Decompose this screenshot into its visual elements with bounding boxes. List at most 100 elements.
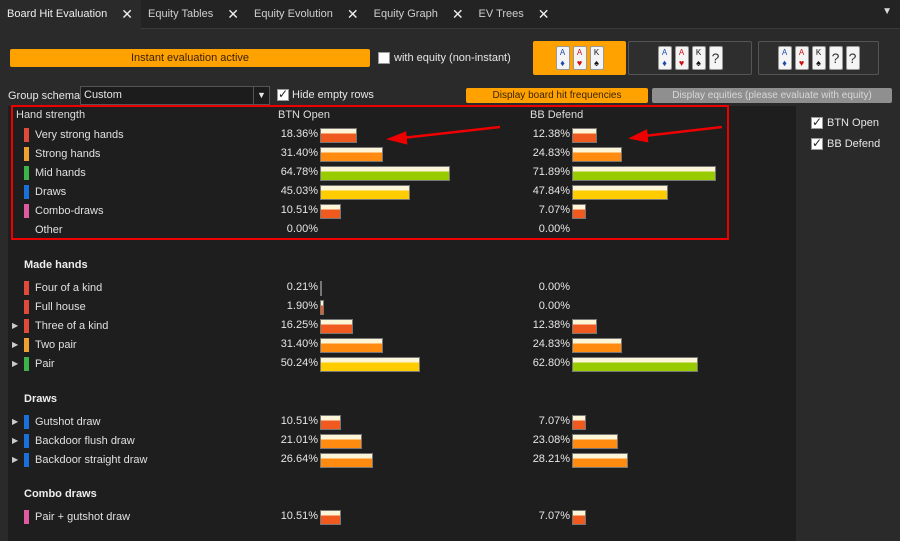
- btn-percentage: 50.24%: [280, 357, 318, 369]
- legend-label: BB Defend: [827, 138, 881, 150]
- group-schema-label: Group schema:: [8, 90, 84, 102]
- card: ?: [708, 46, 723, 70]
- tab-board-hit-evaluation[interactable]: Board Hit Evaluation ✕: [0, 0, 142, 29]
- board-street-button-river[interactable]: A ♦ A ♥ K ♠??: [758, 41, 879, 75]
- row-label: Three of a kind: [35, 320, 109, 332]
- column-header-btn-open: BTN Open: [278, 109, 330, 121]
- card: A ♦: [555, 46, 570, 70]
- category-color-marker: [24, 453, 29, 467]
- expand-arrow-icon[interactable]: ▶: [12, 321, 19, 330]
- board-street-button-turn[interactable]: A ♦ A ♥ K ♠?: [628, 41, 752, 75]
- btn-percentage: 45.03%: [280, 185, 318, 197]
- row-label: Very strong hands: [35, 129, 124, 141]
- hide-empty-rows-checkbox[interactable]: [277, 87, 289, 101]
- tab-label: EV Trees: [478, 8, 524, 20]
- btn-frequency-bar: [320, 147, 383, 162]
- instant-evaluation-button[interactable]: Instant evaluation active: [10, 49, 370, 67]
- with-equity-checkbox[interactable]: [378, 52, 390, 64]
- close-icon[interactable]: ✕: [537, 6, 550, 22]
- column-header-hand-strength: Hand strength: [16, 109, 86, 121]
- card-suit: ♦: [560, 58, 565, 68]
- expand-arrow-icon[interactable]: ▶: [12, 417, 19, 426]
- btn-frequency-bar: [320, 319, 353, 334]
- btn-percentage: 0.00%: [286, 223, 318, 235]
- card-rank: A: [576, 48, 583, 57]
- table-row: Very strong hands 18.36% 12.38%: [8, 126, 796, 145]
- btn-percentage: 10.51%: [280, 510, 318, 522]
- card-rank: K: [815, 48, 822, 57]
- table-row: Mid hands 64.78% 71.89%: [8, 164, 796, 183]
- bb-percentage: 28.21%: [532, 453, 570, 465]
- close-icon[interactable]: ✕: [227, 6, 239, 22]
- card-rank: A: [661, 48, 668, 57]
- hide-empty-rows-label: Hide empty rows: [292, 89, 374, 101]
- tab-label: Equity Tables: [148, 8, 214, 20]
- expand-arrow-icon[interactable]: ▶: [12, 340, 19, 349]
- highlight-box: [11, 105, 729, 240]
- btn-frequency-bar: [320, 415, 342, 430]
- table-row[interactable]: ▶ Backdoor flush draw 21.01% 23.08%: [8, 432, 796, 451]
- board-street-button-flop[interactable]: A ♦ A ♥ K ♠: [533, 41, 626, 75]
- close-icon[interactable]: ✕: [451, 6, 464, 22]
- tab-equity-graph[interactable]: Equity Graph ✕: [367, 0, 472, 29]
- group-schema-select[interactable]: Custom ▼: [80, 86, 270, 105]
- category-color-marker: [24, 357, 29, 371]
- card-rank: A: [798, 48, 805, 57]
- close-icon[interactable]: ✕: [121, 6, 134, 22]
- bb-frequency-bar: [572, 166, 716, 181]
- btn-percentage: 1.90%: [286, 300, 318, 312]
- chevron-down-icon: ▼: [253, 87, 269, 104]
- bb-percentage: 23.08%: [532, 434, 570, 446]
- legend-checkbox[interactable]: [811, 115, 823, 129]
- tab-equity-evolution[interactable]: Equity Evolution ✕: [247, 0, 367, 29]
- bb-percentage: 7.07%: [538, 510, 570, 522]
- bb-percentage: 62.80%: [532, 357, 570, 369]
- close-icon[interactable]: ✕: [346, 6, 359, 22]
- expand-arrow-icon[interactable]: ▶: [12, 436, 19, 445]
- results-table: Hand strength BTN Open BB Defend Very st…: [8, 106, 796, 541]
- card-rank: K: [593, 48, 600, 57]
- tab-list-dropdown-icon[interactable]: ▼: [882, 6, 892, 17]
- tab-label: Equity Evolution: [253, 8, 333, 20]
- arrow-btn-head: [385, 131, 408, 145]
- legend-checkbox[interactable]: [811, 136, 823, 150]
- card-suit: ♠: [594, 58, 599, 68]
- bb-percentage: 47.84%: [532, 185, 570, 197]
- section-header: Made hands: [24, 259, 88, 271]
- category-color-marker: [24, 204, 29, 218]
- expand-arrow-icon[interactable]: ▶: [12, 359, 19, 368]
- card: A ♥: [674, 46, 689, 70]
- table-row: Four of a kind 0.21% 0.00%: [8, 279, 796, 298]
- table-row[interactable]: ▶ Gutshot draw 10.51% 7.07%: [8, 413, 796, 432]
- tab-equity-tables[interactable]: Equity Tables ✕: [141, 0, 247, 29]
- bb-frequency-bar: [572, 434, 619, 449]
- tab-bar: Board Hit Evaluation ✕ Equity Tables ✕ Equit…: [0, 0, 900, 29]
- display-equities-button[interactable]: Display equities (please evaluate with e…: [652, 88, 892, 103]
- table-row[interactable]: ▶ Two pair 31.40% 24.83%: [8, 336, 796, 355]
- arrow-bb-head: [628, 129, 649, 143]
- display-frequencies-button[interactable]: Display board hit frequencies: [466, 88, 648, 103]
- bb-percentage: 7.07%: [538, 415, 570, 427]
- btn-frequency-bar: [320, 357, 421, 372]
- table-row[interactable]: ▶ Pair 50.24% 62.80%: [8, 355, 796, 374]
- table-row[interactable]: ▶ Backdoor straight draw 26.64% 28.21%: [8, 451, 796, 470]
- btn-percentage: 0.21%: [286, 281, 318, 293]
- tab-ev-trees[interactable]: EV Trees ✕: [472, 0, 558, 29]
- expand-arrow-icon[interactable]: ▶: [12, 455, 19, 464]
- btn-frequency-bar: [320, 453, 374, 468]
- row-label: Mid hands: [35, 167, 86, 179]
- btn-frequency-bar: [320, 185, 411, 200]
- row-label: Four of a kind: [35, 282, 103, 294]
- bb-percentage: 12.38%: [532, 319, 570, 331]
- table-row[interactable]: ▶ Three of a kind 16.25% 12.38%: [8, 317, 796, 336]
- section-header: Combo draws: [24, 488, 97, 500]
- table-row: Pair + gutshot draw 10.51% 7.07%: [8, 508, 796, 527]
- btn-percentage: 10.51%: [280, 415, 318, 427]
- row-label: Combo-draws: [35, 205, 104, 217]
- category-color-marker: [24, 185, 29, 199]
- btn-frequency-bar: [320, 338, 383, 353]
- row-label: Backdoor straight draw: [35, 454, 148, 466]
- btn-frequency-bar: [320, 281, 322, 296]
- arrow-btn: [401, 125, 501, 140]
- row-label: Pair + gutshot draw: [35, 511, 131, 523]
